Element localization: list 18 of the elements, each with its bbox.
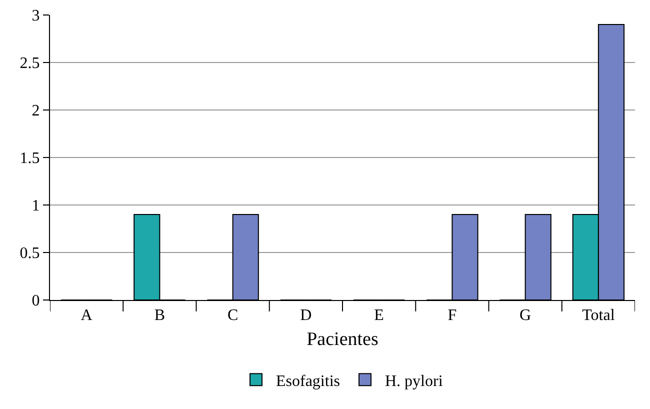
legend-label: Esofagitis [276, 372, 340, 390]
y-tick-label: 1.5 [20, 150, 40, 168]
y-tick-label: 2 [32, 102, 40, 120]
x-tick-label: E [374, 307, 384, 324]
x-tick-label: A [80, 307, 93, 324]
x-tick-label: F [448, 307, 457, 324]
y-tick-label: 0 [32, 292, 40, 310]
legend-label: H. pylori [385, 372, 444, 390]
y-tick-label: 2.5 [20, 55, 40, 72]
y-tick-label: 0.5 [20, 245, 40, 262]
y-tick-label: 3 [32, 8, 40, 25]
y-tick-label: 1 [32, 198, 40, 215]
x-tick-label: D [300, 307, 312, 324]
x-tick-label: C [227, 307, 238, 324]
x-axis-title: Pacientes [306, 329, 378, 350]
x-tick-label: B [154, 307, 166, 324]
x-tick-label: Total [582, 307, 616, 324]
x-tick-label: G [520, 307, 532, 324]
